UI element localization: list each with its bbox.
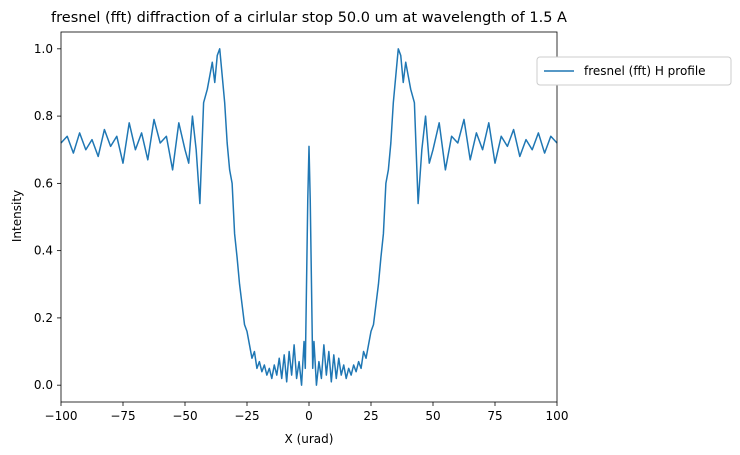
x-tick-label: 75 [487,409,502,423]
x-tick-label: −50 [172,409,197,423]
legend-box [536,56,732,86]
x-tick-label: −75 [110,409,135,423]
y-axis: 0.0 0.2 0.4 0.6 0.8 1.0 [34,42,61,392]
y-tick-label: 0.0 [34,378,53,392]
x-tick-label: 50 [425,409,440,423]
x-axis: −100 −75 −50 −25 0 25 50 75 100 [45,402,569,423]
x-tick-label: −25 [234,409,259,423]
y-tick-label: 0.8 [34,109,53,123]
legend-label: fresnel (fft) H profile [584,64,706,78]
y-tick-label: 1.0 [34,42,53,56]
x-axis-label: X (urad) [285,432,334,446]
y-tick-label: 0.6 [34,176,53,190]
series-line-fresnel-h-profile [60,48,558,386]
chart-title: fresnel (fft) diffraction of a cirlular … [51,10,567,26]
x-tick-label: 25 [363,409,378,423]
legend: fresnel (fft) H profile [536,56,732,86]
y-tick-label: 0.2 [34,311,53,325]
x-tick-label: −100 [45,409,78,423]
x-tick-label: 100 [546,409,569,423]
x-tick-label: 0 [305,409,313,423]
plot-frame [60,31,558,403]
plot-area [60,31,558,403]
y-axis-label: Intensity [10,190,24,242]
y-tick-label: 0.4 [34,244,53,258]
